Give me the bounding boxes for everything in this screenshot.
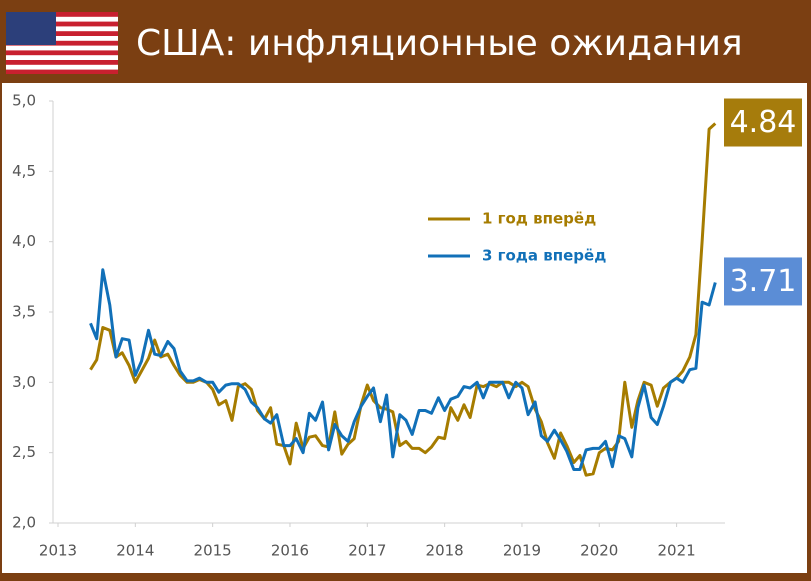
legend-label: 3 года вперёд (482, 247, 606, 265)
x-tick-label: 2019 (503, 542, 541, 560)
y-tick-label: 4,0 (12, 232, 36, 250)
plot-panel (2, 83, 807, 573)
us-flag (6, 12, 118, 74)
legend-label: 1 год вперёд (482, 210, 596, 228)
x-tick-label: 2020 (580, 542, 618, 560)
chart-title: США: инфляционные ожидания (136, 23, 743, 64)
x-tick-label: 2021 (658, 542, 696, 560)
y-tick-label: 3,0 (12, 373, 36, 391)
end-label-text: 4.84 (730, 105, 797, 140)
x-tick-label: 2013 (39, 542, 77, 560)
x-tick-label: 2016 (271, 542, 309, 560)
series-line (89, 268, 717, 471)
end-label-box (724, 257, 802, 306)
y-tick-label: 5,0 (12, 92, 36, 110)
end-label: 3.71 (724, 257, 802, 306)
x-tick-label: 2018 (426, 542, 464, 560)
y-tick-label: 4,5 (12, 162, 36, 180)
x-tick-label: 2014 (116, 542, 154, 560)
end-label: 4.84 (724, 98, 802, 147)
y-tick-label: 3,5 (12, 303, 36, 321)
x-tick-label: 2017 (348, 542, 386, 560)
end-label-box (724, 98, 802, 147)
end-label-text: 3.71 (730, 264, 797, 299)
y-tick-label: 2,5 (12, 443, 36, 461)
x-tick-label: 2015 (194, 542, 232, 560)
y-tick-label: 2,0 (12, 514, 36, 532)
